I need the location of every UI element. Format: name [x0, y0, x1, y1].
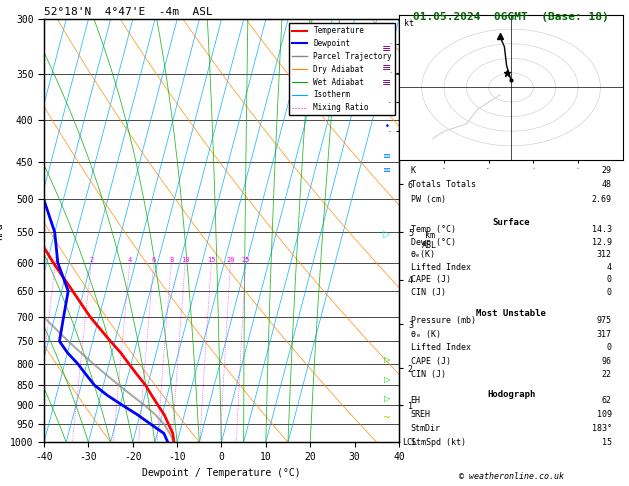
Text: Temp (°C): Temp (°C)	[411, 225, 455, 234]
Text: 12.9: 12.9	[591, 238, 611, 246]
Text: 312: 312	[596, 250, 611, 259]
Text: LCL: LCL	[403, 438, 418, 447]
Text: 22: 22	[601, 370, 611, 379]
Text: CAPE (J): CAPE (J)	[411, 357, 450, 365]
Text: 62: 62	[601, 396, 611, 405]
Text: © weatheronline.co.uk: © weatheronline.co.uk	[459, 472, 564, 481]
Text: 52°18'N  4°47'E  -4m  ASL: 52°18'N 4°47'E -4m ASL	[44, 7, 213, 17]
Text: CIN (J): CIN (J)	[411, 370, 445, 379]
Y-axis label: hPa: hPa	[0, 222, 4, 240]
Text: StmDir: StmDir	[411, 424, 440, 433]
Text: Hodograph: Hodograph	[487, 390, 535, 399]
Text: ▷: ▷	[383, 228, 391, 238]
Text: 2.69: 2.69	[591, 195, 611, 204]
Text: K: K	[411, 166, 416, 174]
Text: Dewp (°C): Dewp (°C)	[411, 238, 455, 246]
Text: CAPE (J): CAPE (J)	[411, 276, 450, 284]
Text: ▷: ▷	[384, 394, 390, 403]
Text: EH: EH	[411, 396, 421, 405]
Text: ≡: ≡	[382, 44, 391, 53]
Text: ≡: ≡	[382, 78, 391, 87]
Text: ≡: ≡	[383, 165, 391, 175]
Text: SREH: SREH	[411, 410, 431, 419]
Legend: Temperature, Dewpoint, Parcel Trajectory, Dry Adiabat, Wet Adiabat, Isotherm, Mi: Temperature, Dewpoint, Parcel Trajectory…	[289, 23, 395, 115]
Text: 183°: 183°	[591, 424, 611, 433]
Text: StmSpd (kt): StmSpd (kt)	[411, 438, 465, 447]
Text: 8: 8	[169, 257, 174, 263]
Text: 4: 4	[606, 263, 611, 272]
Text: ~: ~	[383, 413, 391, 423]
Text: Lifted Index: Lifted Index	[411, 343, 470, 352]
Text: 25: 25	[242, 257, 250, 263]
Text: 1: 1	[53, 257, 57, 263]
Text: 0: 0	[606, 288, 611, 297]
Text: 6: 6	[152, 257, 156, 263]
Text: kt: kt	[404, 19, 414, 28]
Text: 15: 15	[207, 257, 216, 263]
X-axis label: Dewpoint / Temperature (°C): Dewpoint / Temperature (°C)	[142, 468, 301, 478]
Text: PW (cm): PW (cm)	[411, 195, 445, 204]
Text: CIN (J): CIN (J)	[411, 288, 445, 297]
Text: 10: 10	[181, 257, 189, 263]
Y-axis label: km
ASL: km ASL	[422, 231, 437, 250]
Text: ≡: ≡	[382, 63, 391, 73]
Text: 14.3: 14.3	[591, 225, 611, 234]
Text: 0: 0	[606, 276, 611, 284]
Text: Lifted Index: Lifted Index	[411, 263, 470, 272]
Text: Pressure (mb): Pressure (mb)	[411, 316, 476, 325]
Text: θₑ (K): θₑ (K)	[411, 330, 440, 339]
Text: Totals Totals: Totals Totals	[411, 180, 476, 189]
Text: •: •	[384, 122, 389, 131]
Text: 975: 975	[596, 316, 611, 325]
Text: 15: 15	[601, 438, 611, 447]
Text: 96: 96	[601, 357, 611, 365]
Text: 2: 2	[89, 257, 93, 263]
Text: θₑ(K): θₑ(K)	[411, 250, 435, 259]
Text: 20: 20	[226, 257, 235, 263]
Text: 48: 48	[601, 180, 611, 189]
Text: 109: 109	[596, 410, 611, 419]
Text: Surface: Surface	[493, 218, 530, 226]
Text: ▷: ▷	[384, 355, 390, 364]
Text: 317: 317	[596, 330, 611, 339]
Text: 29: 29	[601, 166, 611, 174]
Text: ▷: ▷	[384, 375, 390, 383]
Text: Most Unstable: Most Unstable	[476, 309, 546, 318]
Text: 0: 0	[606, 343, 611, 352]
Text: 01.05.2024  06GMT  (Base: 18): 01.05.2024 06GMT (Base: 18)	[413, 12, 609, 22]
Text: ≡: ≡	[383, 151, 391, 160]
Text: 4: 4	[128, 257, 132, 263]
